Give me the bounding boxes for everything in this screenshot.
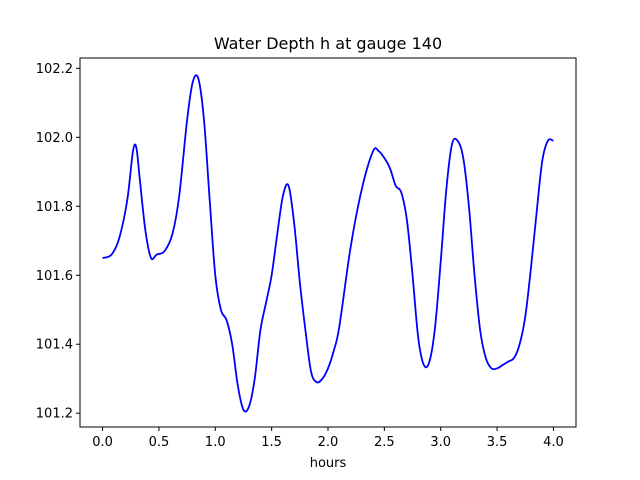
x-tick-label: 2.0 [318,435,339,450]
y-tick-label: 101.8 [36,200,73,215]
x-tick-label: 1.5 [261,435,282,450]
plot-area: 0.0 0.5 1.0 1.5 2.0 2.5 3.0 3.5 4.0 101.2 101.4 101… [36,57,577,450]
series-line-0 [102,74,554,413]
x-tick-label: 1.0 [205,435,226,450]
y-tick-label: 101.2 [36,407,73,422]
y-tick-label: 101.4 [36,338,73,353]
x-tick-label: 3.0 [430,435,451,450]
x-tick-label: 3.5 [487,435,508,450]
chart-title: Water Depth h at gauge 140 [214,34,442,53]
x-tick-label: 0.5 [149,435,170,450]
y-tick-label: 102.0 [36,131,73,146]
x-axis-label: hours [310,456,347,471]
y-tick-label: 102.2 [36,62,73,77]
x-tick-label: 2.5 [374,435,395,450]
x-tick-label: 4.0 [543,435,564,450]
y-tick-label: 101.6 [36,269,73,284]
x-tick-label: 0.0 [92,435,113,450]
